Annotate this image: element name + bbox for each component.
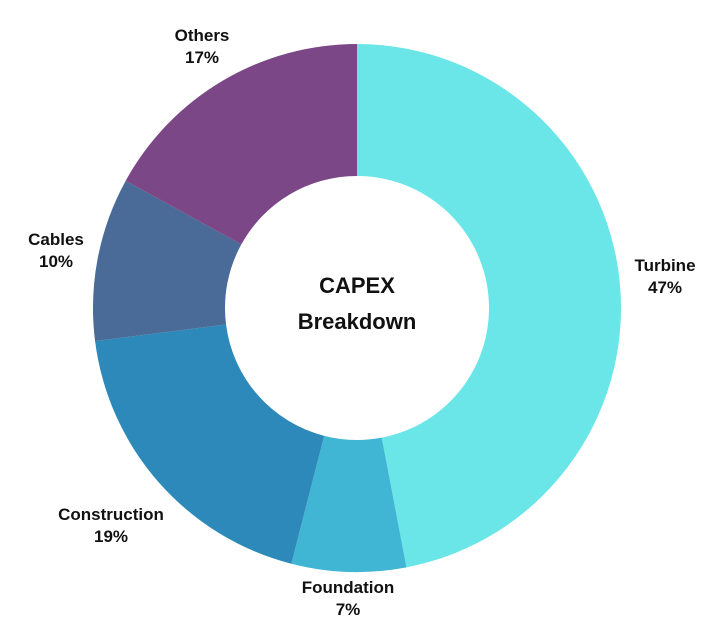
slice-label-turbine: Turbine	[634, 256, 695, 275]
slice-value-turbine: 47%	[648, 278, 682, 297]
donut-slices	[93, 44, 622, 573]
center-title-line-2: Breakdown	[298, 309, 417, 334]
slice-value-foundation: 7%	[336, 600, 361, 619]
slice-label-others: Others	[175, 26, 230, 45]
slice-label-cables: Cables	[28, 230, 84, 249]
slice-value-cables: 10%	[39, 252, 73, 271]
slice-label-foundation: Foundation	[302, 578, 395, 597]
slice-construction	[95, 324, 325, 564]
slice-foundation	[291, 435, 407, 573]
slice-value-construction: 19%	[94, 527, 128, 546]
slice-label-construction: Construction	[58, 505, 164, 524]
slice-value-others: 17%	[185, 48, 219, 67]
slice-others	[125, 44, 358, 245]
slice-labels: Turbine 47% Foundation 7% Construction 19% Cab…	[28, 26, 695, 619]
slice-cables	[93, 180, 242, 342]
slice-turbine	[357, 44, 622, 568]
center-title-line-1: CAPEX	[319, 273, 395, 298]
